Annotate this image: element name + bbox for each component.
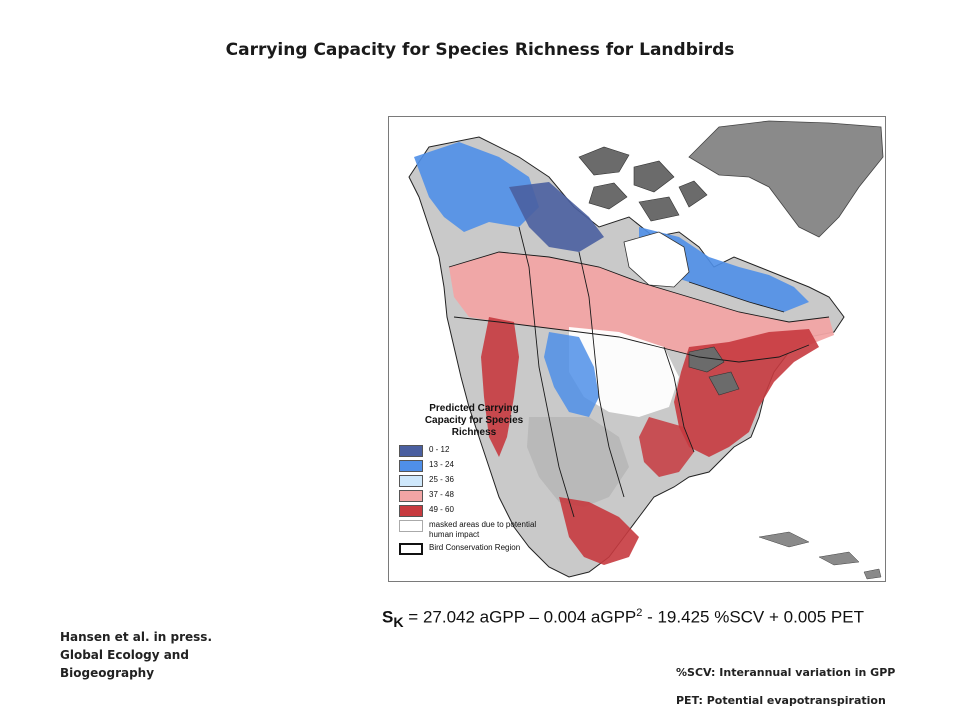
region-westcoast-red [481, 317, 519, 457]
region-mexico-red [559, 497, 639, 565]
legend-label: 37 - 48 [429, 490, 454, 499]
legend-item: Bird Conservation Region [399, 543, 549, 555]
legend-label: 49 - 60 [429, 505, 454, 514]
caribbean-islands [758, 531, 882, 580]
legend-swatch [399, 490, 423, 502]
formula-symbol: S [382, 607, 394, 627]
hudson-bay [623, 231, 690, 288]
legend-label: 13 - 24 [429, 460, 454, 469]
note-pet: PET: Potential evapotranspiration [676, 694, 886, 707]
arctic-islands [578, 146, 708, 222]
legend-label: 0 - 12 [429, 445, 450, 454]
legend-swatch [399, 445, 423, 457]
legend-title: Predicted Carrying Capacity for Species … [399, 403, 549, 439]
legend-item: masked areas due to potential human impa… [399, 520, 549, 540]
legend-title-line: Capacity for Species [424, 415, 524, 426]
region-rockies-blue [544, 332, 599, 417]
citation-line: Hansen et al. in press. [60, 630, 213, 644]
formula-part1: = 27.042 aGPP – 0.004 aGPP [403, 607, 637, 627]
region-southcentral-red [639, 417, 694, 477]
legend-item: 49 - 60 [399, 505, 549, 517]
legend-label: masked areas due to potential human impa… [429, 520, 537, 539]
greenland-landmass [688, 120, 884, 238]
region-alaska-blue [414, 142, 539, 232]
regression-formula: SK = 27.042 aGPP – 0.004 aGPP2 - 19.425 … [382, 600, 882, 636]
legend-label: Bird Conservation Region [429, 543, 521, 552]
species-richness-map: Predicted Carrying Capacity for Species … [388, 116, 886, 582]
legend-label: 25 - 36 [429, 475, 454, 484]
map-legend: Predicted Carrying Capacity for Species … [399, 403, 549, 558]
legend-swatch [399, 520, 423, 532]
formula-subscript: K [393, 615, 404, 632]
legend-item: 37 - 48 [399, 490, 549, 502]
legend-item: 13 - 24 [399, 460, 549, 472]
north-america-map [408, 120, 884, 580]
region-northwest-darkblue [509, 182, 604, 252]
legend-swatch [399, 543, 423, 555]
citation-line: Global Ecology and [60, 648, 189, 662]
legend-item: 0 - 12 [399, 445, 549, 457]
citation-line: Biogeography [60, 666, 155, 680]
citation: Hansen et al. in press. Global Ecology a… [60, 628, 260, 682]
great-lakes [688, 346, 740, 396]
formula-superscript: 2 [636, 607, 643, 619]
legend-swatch [399, 505, 423, 517]
legend-item: 25 - 36 [399, 475, 549, 487]
region-boreal-pink [449, 252, 834, 362]
legend-title-line: Richness [451, 427, 497, 438]
note-scv: %SCV: Interannual variation in GPP [676, 666, 896, 679]
legend-title-line: Predicted Carrying [429, 403, 519, 414]
slide-title: Carrying Capacity for Species Richness f… [225, 40, 735, 60]
bird-conservation-region-lines [448, 226, 830, 518]
legend-swatch [399, 475, 423, 487]
legend-swatch [399, 460, 423, 472]
formula-part2: - 19.425 %SCV + 0.005 PET [642, 607, 864, 627]
region-southwest-gray [527, 417, 629, 507]
